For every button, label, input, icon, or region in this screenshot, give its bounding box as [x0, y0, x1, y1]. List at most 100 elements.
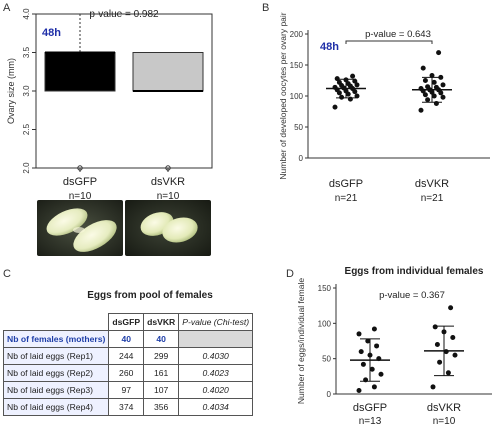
x-tick-label: dsVKR — [427, 402, 461, 414]
pvalue-label: p-value = 0.982 — [89, 9, 159, 20]
y-axis-label: Ovary size (mm) — [6, 58, 16, 124]
y-tick-label: 100 — [318, 319, 332, 328]
y-tick-label: 3.5 — [22, 46, 31, 58]
table-cell-pvalue: 0.4023 — [178, 364, 254, 382]
data-point — [420, 65, 426, 71]
y-tick-label: 4.0 — [22, 8, 31, 20]
table-cell-empty — [178, 330, 254, 348]
data-point — [431, 93, 437, 99]
y-tick-label: 0 — [299, 154, 304, 163]
data-point — [334, 76, 340, 82]
panel-letter-c: C — [3, 268, 11, 280]
x-tick-label: dsVKR — [415, 178, 449, 190]
data-point — [430, 384, 436, 390]
data-point — [354, 82, 360, 88]
table-cell-label: Nb of laid eggs (Rep3) — [2, 381, 110, 399]
y-tick-label: 200 — [290, 30, 304, 39]
panel-letter-b: B — [262, 2, 270, 14]
table-row: Nb of laid eggs (Rep1) 244 299 0.4030 — [2, 347, 254, 365]
table-cell-pvalue: 0.4030 — [178, 347, 254, 365]
data-point — [436, 50, 442, 56]
table-cell-label: Nb of laid eggs (Rep4) — [2, 398, 110, 416]
ovary-photo-dsgfp — [37, 200, 123, 256]
table-cell-dsgfp: 97 — [108, 381, 145, 399]
y-tick-label: 100 — [290, 92, 304, 101]
count-label: n=21 — [421, 193, 444, 204]
tag-48h: 48h — [42, 27, 61, 39]
table-cell-dsvkr: 299 — [143, 347, 180, 365]
box-dsGFP — [44, 52, 116, 92]
x-tick-label: dsGFP — [353, 402, 387, 414]
data-point — [345, 81, 351, 87]
x-tick-label: dsGFP — [63, 176, 97, 188]
table-header-pvalue: P-value (Chi-test) — [178, 313, 254, 331]
data-point — [356, 387, 362, 393]
y-tick-label: 50 — [294, 123, 303, 132]
table-cell-pvalue: 0.4020 — [178, 381, 254, 399]
table-cell-dsgfp: 374 — [108, 398, 145, 416]
data-point — [437, 359, 443, 365]
table-header-dsvkr: dsVKR — [143, 313, 180, 331]
chart-d-eggs-individual: 0 50 100 150 Number of eggs/individual femal… — [296, 266, 492, 427]
data-point — [336, 79, 342, 85]
data-point — [365, 338, 371, 344]
data-point — [429, 73, 435, 79]
ovary-photo-dsvkr — [125, 200, 211, 256]
data-point — [433, 100, 439, 106]
data-point — [347, 96, 353, 102]
table-header-blank — [4, 314, 109, 331]
y-tick-label: 150 — [318, 284, 332, 293]
data-point — [434, 342, 440, 348]
data-point — [440, 94, 446, 100]
count-label: n=21 — [335, 193, 358, 204]
data-point — [448, 305, 454, 311]
eggs-pool-table: dsGFP dsVKR P-value (Chi-test) Nb of fem… — [2, 313, 254, 416]
table-header-row: dsGFP dsVKR P-value (Chi-test) — [4, 313, 254, 331]
data-point — [352, 78, 358, 84]
pvalue-label: p-value = 0.367 — [379, 290, 445, 301]
count-label: n=10 — [433, 416, 456, 427]
y-tick-label: 2.5 — [22, 123, 31, 135]
data-point — [422, 92, 428, 98]
count-label: n=10 — [69, 191, 92, 202]
table-cell-label: Nb of females (mothers) — [2, 330, 110, 348]
data-point — [358, 349, 364, 355]
box-dsVKR — [132, 52, 204, 92]
table-cell-label: Nb of laid eggs (Rep2) — [2, 364, 110, 382]
y-tick-label: 50 — [322, 355, 331, 364]
table-cell-dsgfp: 260 — [108, 364, 145, 382]
y-axis-label: Number of developed oocytes per ovary pa… — [278, 12, 288, 179]
panel-letter-a: A — [3, 2, 11, 14]
data-point — [374, 343, 380, 349]
data-point — [425, 97, 431, 103]
panel-letter-d: D — [286, 268, 294, 280]
table-cell-label: Nb of laid eggs (Rep1) — [2, 347, 110, 365]
table-cell-dsgfp: 244 — [108, 347, 145, 365]
data-point — [422, 78, 428, 83]
data-point — [354, 93, 360, 99]
pvalue-label: p-value = 0.643 — [365, 29, 431, 40]
data-point — [433, 84, 439, 90]
y-tick-label: 2.0 — [22, 162, 31, 174]
count-label: n=13 — [359, 416, 382, 427]
chart-a-ovary-size: 2.0 2.5 3.0 3.5 4.0 Ovary size (mm) p-value = … — [6, 8, 213, 202]
data-point — [356, 331, 362, 337]
data-point — [339, 94, 345, 100]
data-point — [369, 366, 375, 372]
count-label: n=10 — [157, 191, 180, 202]
table-cell-dsvkr: 161 — [143, 364, 180, 382]
table-cell-pvalue: 0.4034 — [178, 398, 254, 416]
x-tick-label: dsGFP — [329, 178, 363, 190]
table-cell-dsgfp: 40 — [108, 330, 145, 348]
data-point — [450, 334, 456, 340]
data-point — [378, 371, 384, 377]
data-point — [440, 82, 446, 88]
data-point — [418, 107, 424, 113]
y-tick-label: 3.0 — [22, 85, 31, 97]
table-cell-dsvkr: 40 — [143, 330, 180, 348]
data-point — [445, 370, 451, 376]
y-tick-label: 150 — [290, 61, 304, 70]
data-point — [360, 361, 366, 367]
significance-bracket — [345, 40, 433, 44]
